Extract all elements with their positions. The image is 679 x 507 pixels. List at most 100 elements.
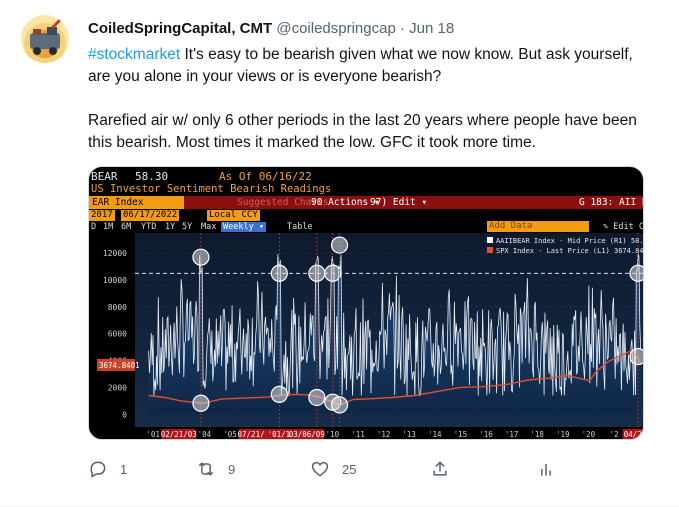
y-tick-label: 10000 <box>103 276 127 285</box>
x-tick-label: '10 <box>326 430 340 439</box>
x-tick-label: 03/06/09 <box>289 430 325 439</box>
x-tick-label: '2 <box>609 430 618 439</box>
bear-extreme-marker <box>330 236 349 254</box>
x-axis-band <box>89 427 643 439</box>
reply-button[interactable]: 1 <box>88 452 127 486</box>
currency-select[interactable]: Local CCY <box>207 210 260 221</box>
y-tick-label: 2000 <box>108 383 127 392</box>
x-tick-label: '18 <box>530 430 544 439</box>
tweet-actions: 1 9 25 <box>88 452 558 486</box>
menu-chart-id: G 183: AII Be <box>579 197 643 208</box>
menu-edit[interactable]: 97) Edit ▾ <box>370 197 428 208</box>
author-handle[interactable]: @coiledspringcap <box>276 20 396 37</box>
y-tick-label: 6000 <box>108 330 127 339</box>
y-tick-label: 0 <box>122 410 127 419</box>
paragraph-1: #stockmarket It's easy to be bearish giv… <box>88 44 648 88</box>
terminal-as-of: As Of 06/16/22 <box>219 170 312 183</box>
spx-last-value: 3674.8401 <box>99 361 140 370</box>
paragraph-2: Rarefied air w/ only 6 other periods in … <box>88 112 637 151</box>
tweet-text: #stockmarket It's easy to be bearish giv… <box>88 44 648 176</box>
y-tick-label: 12000 <box>103 249 127 258</box>
legend-swatch <box>487 237 493 243</box>
share-icon <box>433 461 447 476</box>
range-1y[interactable]: 1Y <box>165 222 176 232</box>
spx-last-badge <box>97 358 135 371</box>
legend-entry: AAIIBEAR Index - Mid Price (R1) 58.30 <box>496 237 644 245</box>
range-d[interactable]: D <box>91 222 97 232</box>
range-1m[interactable]: 1M <box>103 222 114 232</box>
analytics-icon <box>541 464 551 476</box>
x-tick-label: '11 <box>351 430 365 439</box>
x-tick-label: '14 <box>428 430 442 439</box>
x-tick-label: '01/10 <box>268 430 296 439</box>
bear-extreme-marker <box>629 264 643 282</box>
spx-low-marker <box>308 388 326 407</box>
x-tick-label: '17 <box>505 430 519 439</box>
tweet-header: CoiledSpringCapital, CMT @coiledspringca… <box>88 20 454 37</box>
chart-image[interactable]: BEAR 58.30 As Of 06/16/22 US Investor Se… <box>88 166 644 440</box>
range-ytd[interactable]: YTD <box>141 222 157 232</box>
terminal-subtitle: US Investor Sentiment Bearish Readings <box>91 183 332 195</box>
retweet-icon <box>198 462 214 476</box>
terminal-price: 58.30 <box>135 170 169 183</box>
spx-low-marker <box>330 396 349 414</box>
paragraph-1-text: It's easy to be bearish given what we no… <box>88 46 633 85</box>
bear-extreme-marker <box>270 264 288 282</box>
x-tick-label: '20 <box>582 430 596 439</box>
range-max[interactable]: Max <box>201 222 217 232</box>
y-tick-label: 4000 <box>108 357 127 366</box>
share-button[interactable] <box>430 452 450 486</box>
table-button[interactable]: Table <box>287 222 313 232</box>
x-tick-label: '05 <box>223 430 237 439</box>
spx-low-marker <box>324 393 342 411</box>
menu-index[interactable]: EAR Index <box>89 196 184 209</box>
edit-chart-button[interactable]: ✎ Edit Chart <box>603 222 644 232</box>
reply-icon <box>90 461 106 478</box>
x-tick-label: '15 <box>454 430 468 439</box>
x-tick-label: 02/21/03 <box>161 430 197 439</box>
like-button[interactable]: 25 <box>310 452 356 486</box>
bear-extreme-marker <box>308 264 326 282</box>
separator-dot: · <box>399 20 405 37</box>
x-tick-label: '01 <box>146 430 160 439</box>
retweet-count: 9 <box>228 461 236 477</box>
x-tick-label: '19 <box>556 430 570 439</box>
terminal-ticker: BEAR <box>91 170 118 183</box>
x-tick-highlight <box>289 429 324 439</box>
x-tick-label: 07/21/06 <box>238 430 275 439</box>
bear-area <box>148 253 641 415</box>
date-from[interactable]: 2017 <box>89 210 115 221</box>
avatar[interactable] <box>21 15 69 63</box>
x-tick-highlight <box>161 429 196 439</box>
like-count: 25 <box>342 461 357 477</box>
spx-low-marker <box>192 394 210 412</box>
date-to[interactable]: 06/17/2022 <box>121 210 180 221</box>
hashtag-link[interactable]: #stockmarket <box>88 46 181 63</box>
reply-count: 1 <box>120 461 128 477</box>
x-tick-label: '13 <box>402 430 416 439</box>
x-tick-label: '04 <box>198 430 212 439</box>
frequency-select[interactable]: Weekly ▾ <box>221 222 266 232</box>
y-tick-label: 8000 <box>108 303 127 312</box>
heart-icon <box>311 461 329 477</box>
spx-line <box>148 350 642 406</box>
x-tick-label: '16 <box>479 430 493 439</box>
analytics-button[interactable] <box>536 452 556 486</box>
add-data-field[interactable]: Add Data <box>487 221 589 232</box>
bear-extreme-marker <box>324 264 342 282</box>
author-name[interactable]: CoiledSpringCapital, CMT <box>88 20 273 37</box>
range-6m[interactable]: 6M <box>121 222 132 232</box>
x-tick-label: '12 <box>377 430 391 439</box>
bear-extreme-marker <box>192 248 210 266</box>
x-tick-highlight <box>238 429 273 439</box>
retweet-button[interactable]: 9 <box>196 452 235 486</box>
x-tick-highlight <box>264 429 299 439</box>
x-tick-label: 04/29/2 <box>624 430 644 439</box>
menu-suggested-charts[interactable]: Suggested Charts <box>237 197 329 208</box>
range-5y[interactable]: 5Y <box>182 222 193 232</box>
menu-actions[interactable]: 90 Actions ▾ <box>311 197 380 208</box>
legend-entry: SPX Index - Last Price (L1) 3674.8401 <box>496 247 644 255</box>
bear-line <box>148 253 642 396</box>
tweet-date[interactable]: Jun 18 <box>409 20 455 37</box>
